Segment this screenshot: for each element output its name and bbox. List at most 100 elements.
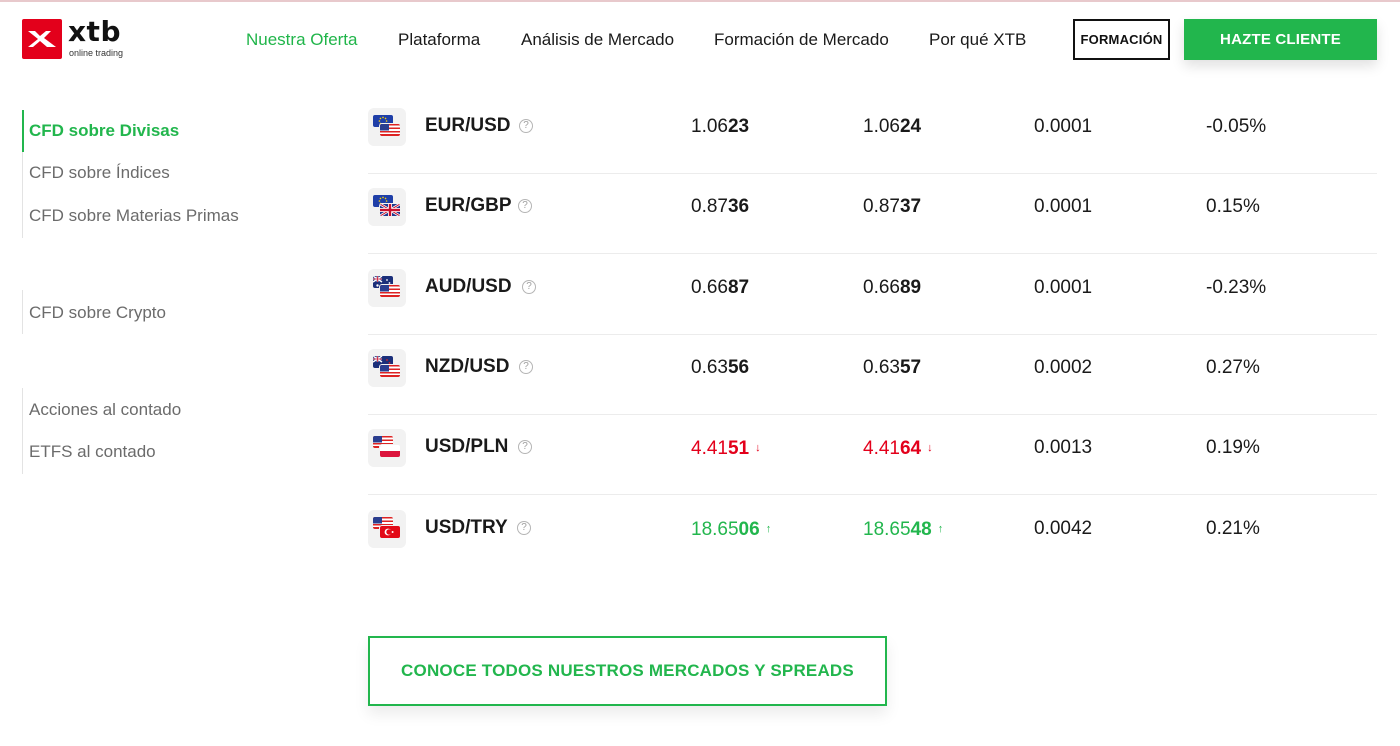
buy-price-pips: 24: [899, 116, 922, 137]
arrow-down-icon: ↓: [927, 442, 933, 454]
table-row[interactable]: NZD/USD ? 0.6356 0.6357 0.0002 0.27%: [368, 335, 1377, 415]
sidebar-item-cfd-divisas[interactable]: CFD sobre Divisas: [29, 121, 180, 140]
nav-plataforma[interactable]: Plataforma: [398, 30, 481, 49]
help-icon[interactable]: ?: [517, 521, 531, 535]
table-row[interactable]: EUR/USD ? 1.0623 1.0624 0.0001 -0.05%: [368, 94, 1377, 174]
sidebar-group-cfd: [22, 110, 23, 238]
arrow-up-icon: ↑: [765, 523, 772, 535]
sell-price-prefix: 4.41: [691, 438, 728, 459]
instrument-symbol[interactable]: AUD/USD: [425, 276, 512, 297]
help-icon[interactable]: ?: [518, 440, 532, 454]
nav-formacion-de-mercado[interactable]: Formación de Mercado: [714, 30, 889, 49]
change-percent: 0.27%: [1206, 357, 1260, 378]
site-header: xtb online trading Nuestra Oferta Plataf…: [0, 2, 1400, 78]
sell-price-prefix: 0.63: [691, 357, 728, 378]
buy-price-pips: 89: [899, 277, 922, 298]
sell-price: 0.6356: [691, 357, 749, 379]
spread-value: 0.0002: [1034, 357, 1093, 378]
change-percent: 0.19%: [1206, 437, 1260, 458]
top-accent-line: [0, 0, 1400, 2]
buy-price-prefix: 0.87: [863, 196, 900, 217]
sell-price-pips: 06: [738, 519, 760, 540]
instrument-symbol[interactable]: USD/TRY: [425, 517, 508, 538]
sell-price: 0.6687: [691, 277, 749, 299]
instrument-symbol[interactable]: EUR/GBP: [425, 195, 512, 216]
spread-value: 0.0001: [1034, 196, 1093, 217]
formacion-button[interactable]: FORMACIÓN: [1073, 19, 1170, 60]
xtb-logo-mark-icon: [22, 19, 62, 59]
nav-nuestra-oferta[interactable]: Nuestra Oferta: [246, 30, 358, 49]
instrument-symbol[interactable]: EUR/USD: [425, 115, 511, 136]
sell-price-prefix: 18.65: [691, 519, 739, 540]
sell-price-prefix: 1.06: [691, 116, 728, 137]
all-markets-spreads-button[interactable]: CONOCE TODOS NUESTROS MERCADOS Y SPREADS: [368, 636, 887, 706]
arrow-up-icon: ↑: [937, 523, 944, 535]
buy-price-prefix: 1.06: [863, 116, 900, 137]
sell-price: 0.8736: [691, 196, 749, 218]
buy-price-prefix: 0.66: [863, 277, 900, 298]
buy-price: 0.6689: [863, 277, 921, 299]
logo-tagline: online trading: [69, 48, 124, 58]
flag-icon: [380, 285, 400, 297]
sidebar-item-cfd-crypto[interactable]: CFD sobre Crypto: [29, 303, 166, 322]
flag-icon: [380, 526, 400, 538]
help-icon[interactable]: ?: [519, 360, 533, 374]
buy-price-pips: 57: [899, 357, 922, 378]
sell-price-pips: 36: [727, 196, 750, 217]
change-percent: -0.05%: [1206, 116, 1267, 137]
buy-price-prefix: 4.41: [863, 438, 900, 459]
buy-price: 0.6357: [863, 357, 921, 379]
sell-price: 4.4151 ↓: [691, 437, 761, 460]
instrument-symbol[interactable]: NZD/USD: [425, 356, 510, 377]
spread-value: 0.0042: [1034, 518, 1093, 539]
arrow-down-icon: ↓: [755, 442, 761, 454]
nav-analisis-de-mercado[interactable]: Análisis de Mercado: [521, 30, 675, 49]
spread-value: 0.0013: [1034, 437, 1093, 458]
help-icon[interactable]: ?: [519, 119, 533, 133]
help-icon[interactable]: ?: [518, 199, 532, 213]
buy-price-pips: 64: [899, 438, 922, 459]
currency-flags-icon: [368, 429, 406, 467]
buy-price-prefix: 18.65: [863, 519, 911, 540]
sell-price-pips: 23: [727, 116, 750, 137]
currency-flags-icon: [368, 108, 406, 146]
table-row[interactable]: AUD/USD ? 0.6687 0.6689 0.0001 -0.23%: [368, 255, 1377, 335]
spread-value: 0.0001: [1034, 277, 1093, 298]
change-percent: 0.21%: [1206, 518, 1260, 539]
sidebar-item-acciones-contado[interactable]: Acciones al contado: [29, 400, 182, 419]
help-icon[interactable]: ?: [522, 280, 536, 294]
sell-price-pips: 51: [727, 438, 750, 459]
sidebar-group-crypto: [22, 290, 23, 334]
nav-por-que-xtb[interactable]: Por qué XTB: [929, 30, 1027, 49]
flag-icon: [380, 365, 400, 377]
buy-price: 18.6548 ↑: [863, 518, 943, 541]
flag-icon: [380, 124, 400, 136]
sidebar-item-cfd-materias-primas[interactable]: CFD sobre Materias Primas: [29, 206, 239, 225]
currency-flags-icon: [368, 510, 406, 548]
instrument-symbol[interactable]: USD/PLN: [425, 436, 509, 457]
sidebar-group-contado: [22, 388, 23, 474]
currency-flags-icon: [368, 269, 406, 307]
buy-price-pips: 48: [910, 519, 932, 540]
change-percent: 0.15%: [1206, 196, 1260, 217]
table-row[interactable]: EUR/GBP ? 0.8736 0.8737 0.0001 0.15%: [368, 174, 1377, 254]
buy-price: 4.4164 ↓: [863, 437, 933, 460]
flag-icon: [380, 445, 400, 457]
sidebar-active-indicator: [22, 110, 24, 152]
sidebar-item-cfd-indices[interactable]: CFD sobre Índices: [29, 163, 170, 182]
table-row[interactable]: USD/PLN ? 4.4151 ↓ 4.4164 ↓ 0.0013 0.19%: [368, 415, 1377, 495]
sidebar-item-etfs-contado[interactable]: ETFS al contado: [29, 442, 156, 461]
table-row[interactable]: USD/TRY ? 18.6506 ↑ 18.6548 ↑ 0.0042 0.21%: [368, 496, 1377, 576]
spread-value: 0.0001: [1034, 116, 1093, 137]
change-percent: -0.23%: [1206, 277, 1267, 298]
flag-icon: [380, 204, 400, 216]
currency-flags-icon: [368, 188, 406, 226]
sell-price-pips: 56: [727, 357, 750, 378]
sell-price-pips: 87: [727, 277, 750, 298]
sell-price-prefix: 0.87: [691, 196, 728, 217]
hazte-cliente-button[interactable]: HAZTE CLIENTE: [1184, 19, 1377, 60]
xtb-logo[interactable]: xtb online trading: [22, 15, 132, 61]
buy-price-pips: 37: [899, 196, 922, 217]
logo-wordmark: xtb: [68, 15, 121, 48]
sell-price: 18.6506 ↑: [691, 518, 771, 541]
